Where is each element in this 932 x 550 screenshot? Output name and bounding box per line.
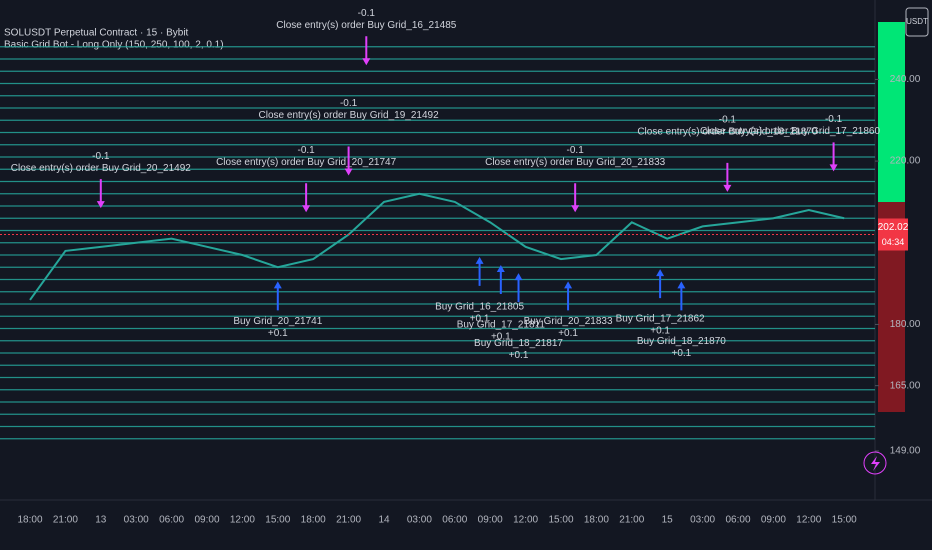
- x-tick-label: 15:00: [832, 515, 857, 526]
- x-tick-label: 06:00: [159, 515, 184, 526]
- currency-button[interactable]: [905, 7, 929, 37]
- x-tick-label: 09:00: [478, 515, 503, 526]
- y-tick-label: 180.00: [890, 319, 921, 330]
- x-tick-label: 14: [378, 515, 390, 526]
- buy-label: Buy Grid_17_21811: [457, 320, 546, 331]
- alert-icon[interactable]: [863, 451, 887, 475]
- buy-arrow: [656, 269, 665, 299]
- buy-label: Buy Grid_18_21817: [474, 338, 563, 349]
- buy-qty: +0.1: [491, 332, 511, 343]
- buy-qty: +0.1: [558, 328, 578, 339]
- close-arrow: [362, 36, 371, 66]
- buy-label: Buy Grid_18_21870: [637, 336, 726, 347]
- current-price-label: 202.02: [878, 222, 909, 233]
- close-label: Close entry(s) order Buy Grid_20_21492: [11, 163, 192, 174]
- close-qty: -0.1: [719, 114, 737, 125]
- x-tick-label: 18:00: [301, 515, 326, 526]
- countdown: 04:34: [882, 237, 905, 247]
- y-tick-label: 149.00: [890, 446, 921, 457]
- x-tick-label: 12:00: [230, 515, 255, 526]
- buy-arrow: [496, 265, 505, 294]
- grid-zone-upper: [878, 22, 905, 202]
- close-arrow: [96, 179, 105, 209]
- buy-qty: +0.1: [509, 350, 529, 361]
- chart-title: SOLUSDT Perpetual Contract · 15 · Bybit: [4, 28, 189, 39]
- current-price-box: [878, 218, 908, 251]
- close-qty: -0.1: [825, 114, 843, 125]
- x-tick-label: 15: [662, 515, 674, 526]
- buy-qty: +0.1: [470, 313, 490, 324]
- close-arrow: [344, 146, 353, 176]
- close-label: Close entry(s) order Buy Grid_20_21833: [485, 157, 666, 168]
- x-tick-label: 12:00: [796, 515, 821, 526]
- alert-bolt: [871, 456, 880, 471]
- buy-arrow: [514, 273, 523, 303]
- y-tick-label: 220.00: [890, 156, 921, 167]
- x-tick-label: 15:00: [265, 515, 290, 526]
- x-tick-label: 15:00: [548, 515, 573, 526]
- close-qty: -0.1: [340, 98, 358, 109]
- close-qty: -0.1: [567, 145, 585, 156]
- x-tick-label: 18:00: [17, 515, 42, 526]
- buy-label: Buy Grid_16_21805: [435, 301, 524, 312]
- close-label: Close entry(s) order Buy Grid_16_21485: [276, 20, 457, 31]
- close-label: Close entry(s) order Buy Grid_18_21870: [637, 126, 818, 137]
- close-qty: -0.1: [92, 151, 110, 162]
- x-tick-label: 21:00: [619, 515, 644, 526]
- y-tick-label: 240.00: [890, 74, 921, 85]
- x-tick-label: 09:00: [194, 515, 219, 526]
- x-tick-label: 09:00: [761, 515, 786, 526]
- close-label: Close entry(s) order Buy Grid_17_21860: [700, 126, 881, 137]
- x-tick-label: 21:00: [53, 515, 78, 526]
- close-qty: -0.1: [298, 145, 316, 156]
- close-qty: -0.1: [358, 8, 376, 19]
- buy-arrow: [564, 281, 573, 311]
- x-tick-label: 03:00: [690, 515, 715, 526]
- buy-label: Buy Grid_20_21741: [233, 316, 322, 327]
- x-tick-label: 18:00: [584, 515, 609, 526]
- buy-label: Buy Grid_20_21833: [524, 316, 613, 327]
- close-arrow: [302, 183, 311, 213]
- close-label: Close entry(s) order Buy Grid_19_21492: [259, 110, 440, 121]
- buy-qty: +0.1: [671, 348, 691, 359]
- buy-qty: +0.1: [650, 326, 670, 337]
- y-tick-label: 165.00: [890, 380, 921, 391]
- x-tick-label: 12:00: [513, 515, 538, 526]
- price-line: [29, 192, 845, 301]
- buy-qty: +0.1: [268, 328, 288, 339]
- x-tick-label: 06:00: [442, 515, 467, 526]
- close-arrow: [829, 142, 838, 172]
- buy-arrow: [273, 281, 282, 311]
- x-tick-label: 03:00: [124, 515, 149, 526]
- x-tick-label: 21:00: [336, 515, 361, 526]
- buy-arrow: [475, 256, 484, 286]
- close-arrow: [571, 183, 580, 213]
- buy-label: Buy Grid_17_21862: [616, 314, 705, 325]
- close-label: Close entry(s) order Buy Grid_20_21747: [216, 157, 397, 168]
- buy-arrow: [677, 281, 686, 311]
- x-tick-label: 13: [95, 515, 107, 526]
- close-arrow: [723, 162, 732, 192]
- x-tick-label: 06:00: [725, 515, 750, 526]
- x-tick-label: 03:00: [407, 515, 432, 526]
- currency-label: USDT: [906, 17, 928, 26]
- indicator-label: Basic Grid Bot - Long Only (150, 250, 10…: [4, 40, 224, 51]
